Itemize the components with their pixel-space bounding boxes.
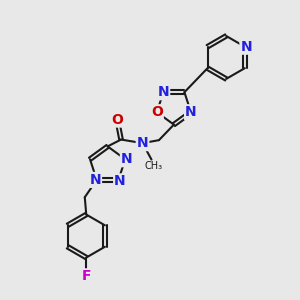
Text: N: N [114, 174, 126, 188]
Text: N: N [185, 105, 197, 119]
Text: O: O [151, 105, 163, 119]
Text: CH₃: CH₃ [145, 161, 163, 171]
Text: O: O [112, 112, 123, 127]
Text: N: N [121, 152, 133, 166]
Text: N: N [89, 173, 101, 187]
Text: F: F [82, 269, 91, 284]
Text: N: N [137, 136, 148, 150]
Text: N: N [158, 85, 169, 99]
Text: N: N [240, 40, 252, 54]
